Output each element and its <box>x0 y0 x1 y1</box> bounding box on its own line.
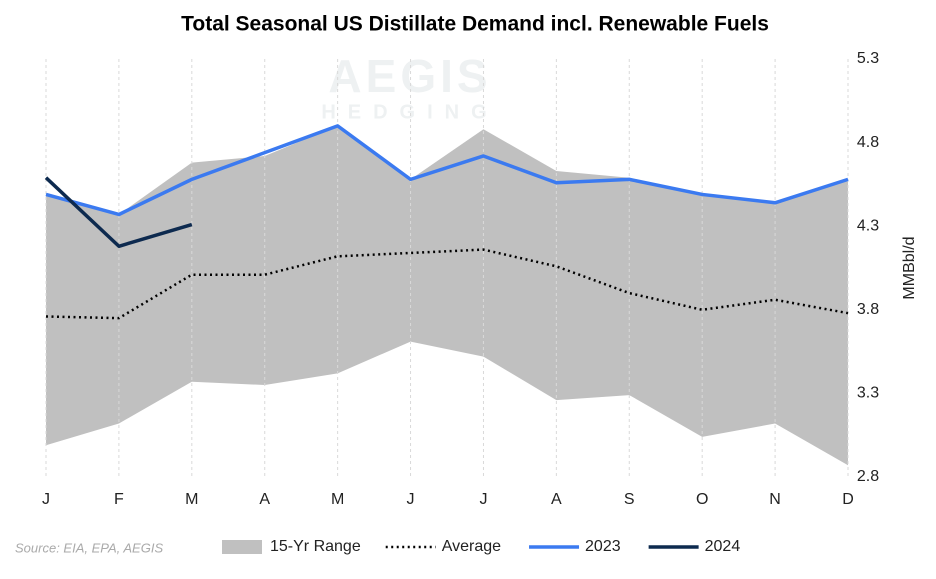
legend-swatch <box>222 540 262 554</box>
plot <box>44 59 849 477</box>
legend-label: Average <box>442 538 501 555</box>
x-tick-label: F <box>114 491 124 508</box>
x-tick-label: O <box>696 491 708 508</box>
series-line <box>44 176 193 249</box>
x-tick-label: S <box>624 491 635 508</box>
y-tick-label: 3.8 <box>857 301 879 318</box>
range-band <box>46 125 848 466</box>
watermark: AEGIS <box>328 50 491 102</box>
source: Source: EIA, EPA, AEGIS <box>15 540 163 555</box>
y-tick-label: 5.3 <box>857 50 879 67</box>
x-tick-label: J <box>407 491 415 508</box>
y-tick-label: 4.3 <box>857 217 879 234</box>
legend-label: 2023 <box>585 538 621 555</box>
y-axis-label: MMBbl/d <box>901 236 918 299</box>
legend-label: 2024 <box>705 538 741 555</box>
y-tick-label: 2.8 <box>857 468 879 485</box>
x-tick-label: A <box>551 491 562 508</box>
chart-title: Total Seasonal US Distillate Demand incl… <box>181 13 769 36</box>
series-line <box>45 124 849 217</box>
x-tick-label: A <box>259 491 270 508</box>
x-tick-label: J <box>479 491 487 508</box>
y-tick-label: 3.3 <box>857 385 879 402</box>
x-tick-label: N <box>769 491 781 508</box>
x-tick-label: J <box>42 491 50 508</box>
series-line <box>45 248 849 320</box>
legend-label: 15-Yr Range <box>270 538 361 555</box>
x-tick-label: D <box>842 491 854 508</box>
x-tick-label: M <box>331 491 344 508</box>
watermark: HEDGING <box>321 101 498 123</box>
x-tick-label: M <box>185 491 198 508</box>
y-tick-label: 4.8 <box>857 134 879 151</box>
